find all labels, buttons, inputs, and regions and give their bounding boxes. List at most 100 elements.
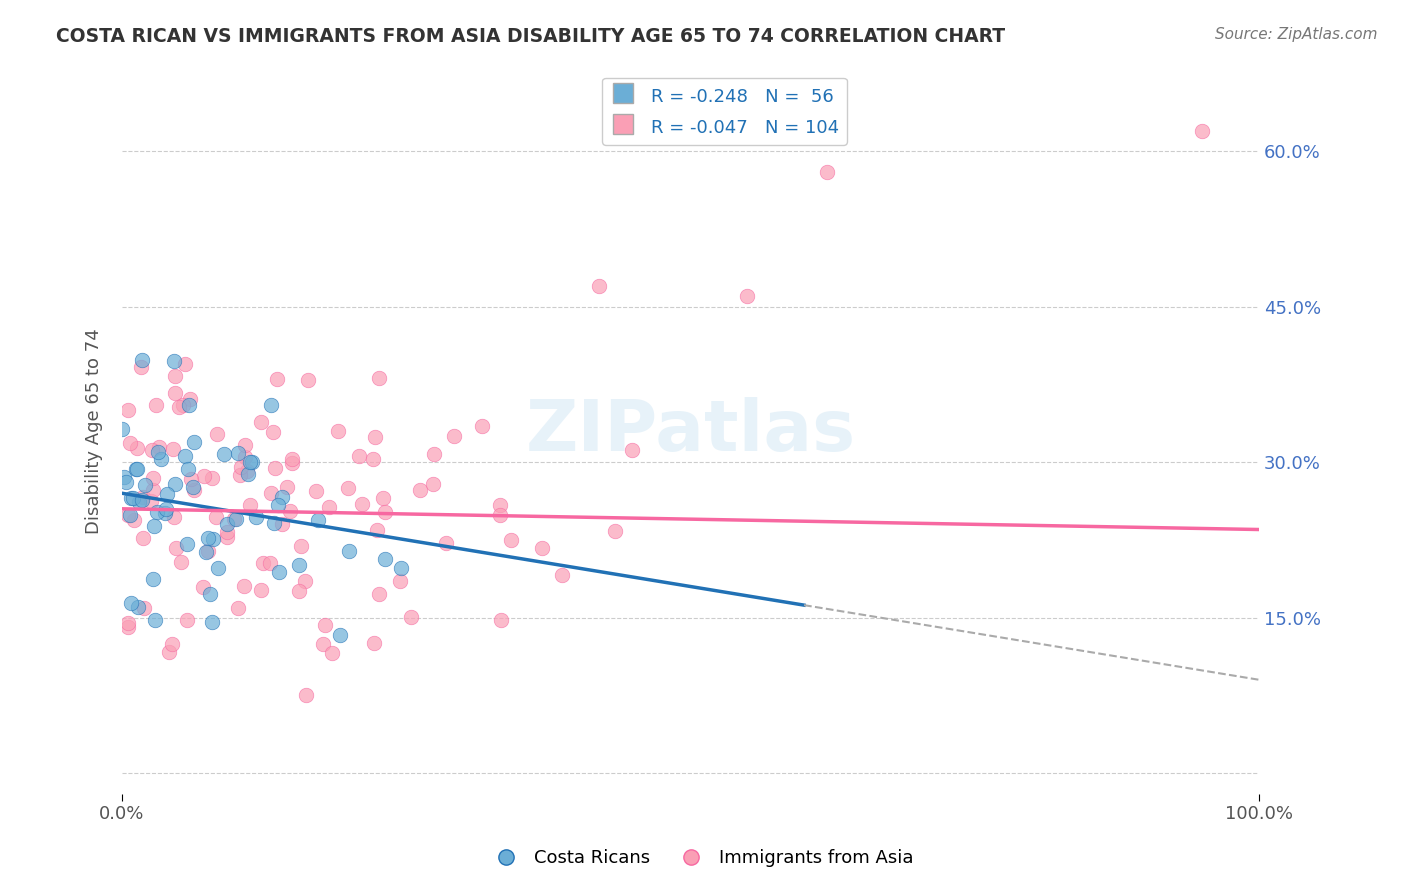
Point xyxy=(366,523,388,537)
Point xyxy=(181,480,204,494)
Point xyxy=(235,438,257,452)
Point xyxy=(204,510,226,524)
Point xyxy=(134,601,156,615)
Point xyxy=(374,505,396,519)
Point xyxy=(139,494,162,508)
Point xyxy=(141,442,163,457)
Point xyxy=(245,509,267,524)
Point xyxy=(120,436,142,450)
Point xyxy=(117,402,139,417)
Point xyxy=(270,517,292,532)
Point xyxy=(263,516,285,530)
Point xyxy=(122,513,145,527)
Point xyxy=(530,541,553,556)
Point xyxy=(176,461,198,475)
Point xyxy=(305,484,328,499)
Point xyxy=(260,398,283,412)
Point xyxy=(235,464,257,478)
Point xyxy=(281,452,304,467)
Point xyxy=(312,637,335,651)
Point xyxy=(1191,123,1213,137)
Point xyxy=(470,419,492,434)
Point xyxy=(307,513,329,527)
Point xyxy=(423,447,446,461)
Legend: Costa Ricans, Immigrants from Asia: Costa Ricans, Immigrants from Asia xyxy=(485,842,921,874)
Point xyxy=(150,452,173,467)
Point xyxy=(422,477,444,491)
Point xyxy=(409,483,432,497)
Point xyxy=(371,491,394,505)
Point xyxy=(271,490,294,504)
Point xyxy=(264,461,287,475)
Point xyxy=(588,279,610,293)
Point xyxy=(153,506,176,520)
Point xyxy=(551,568,574,582)
Point xyxy=(163,510,186,524)
Point xyxy=(142,572,165,586)
Point xyxy=(288,583,311,598)
Point xyxy=(499,533,522,547)
Point xyxy=(267,565,290,579)
Point xyxy=(120,491,142,506)
Point xyxy=(145,398,167,412)
Point xyxy=(127,600,149,615)
Point xyxy=(146,445,169,459)
Point xyxy=(120,508,142,523)
Point xyxy=(349,449,371,463)
Point xyxy=(364,430,387,444)
Text: Source: ZipAtlas.com: Source: ZipAtlas.com xyxy=(1215,27,1378,42)
Point xyxy=(205,426,228,441)
Point xyxy=(163,354,186,368)
Point xyxy=(374,552,396,566)
Point xyxy=(117,508,139,522)
Point xyxy=(131,493,153,508)
Point xyxy=(193,580,215,594)
Point xyxy=(735,289,758,303)
Point xyxy=(174,357,197,371)
Point xyxy=(352,497,374,511)
Point xyxy=(165,477,187,491)
Point xyxy=(146,505,169,519)
Point xyxy=(165,368,187,383)
Point xyxy=(489,613,512,627)
Point xyxy=(222,512,245,526)
Point xyxy=(239,455,262,469)
Point xyxy=(122,491,145,505)
Point xyxy=(197,531,219,545)
Point xyxy=(176,613,198,627)
Point xyxy=(132,531,155,545)
Point xyxy=(134,478,156,492)
Point xyxy=(117,616,139,631)
Point xyxy=(131,353,153,368)
Point xyxy=(318,500,340,515)
Point xyxy=(197,544,219,558)
Point xyxy=(262,425,284,439)
Point xyxy=(361,451,384,466)
Point xyxy=(250,415,273,429)
Point xyxy=(160,637,183,651)
Point xyxy=(165,386,187,401)
Point xyxy=(297,373,319,387)
Point xyxy=(368,587,391,601)
Point xyxy=(202,532,225,546)
Point xyxy=(120,596,142,610)
Text: COSTA RICAN VS IMMIGRANTS FROM ASIA DISABILITY AGE 65 TO 74 CORRELATION CHART: COSTA RICAN VS IMMIGRANTS FROM ASIA DISA… xyxy=(56,27,1005,45)
Point xyxy=(259,556,281,570)
Point xyxy=(337,481,360,495)
Point xyxy=(443,428,465,442)
Point xyxy=(170,555,193,569)
Point xyxy=(198,586,221,600)
Point xyxy=(250,583,273,598)
Point xyxy=(434,536,457,550)
Point xyxy=(489,498,512,512)
Point xyxy=(183,434,205,449)
Point xyxy=(337,544,360,558)
Point xyxy=(156,487,179,501)
Point xyxy=(142,471,165,485)
Point xyxy=(125,462,148,476)
Point xyxy=(143,613,166,627)
Point xyxy=(200,615,222,629)
Point xyxy=(229,459,252,474)
Point xyxy=(172,398,194,412)
Point xyxy=(278,504,301,518)
